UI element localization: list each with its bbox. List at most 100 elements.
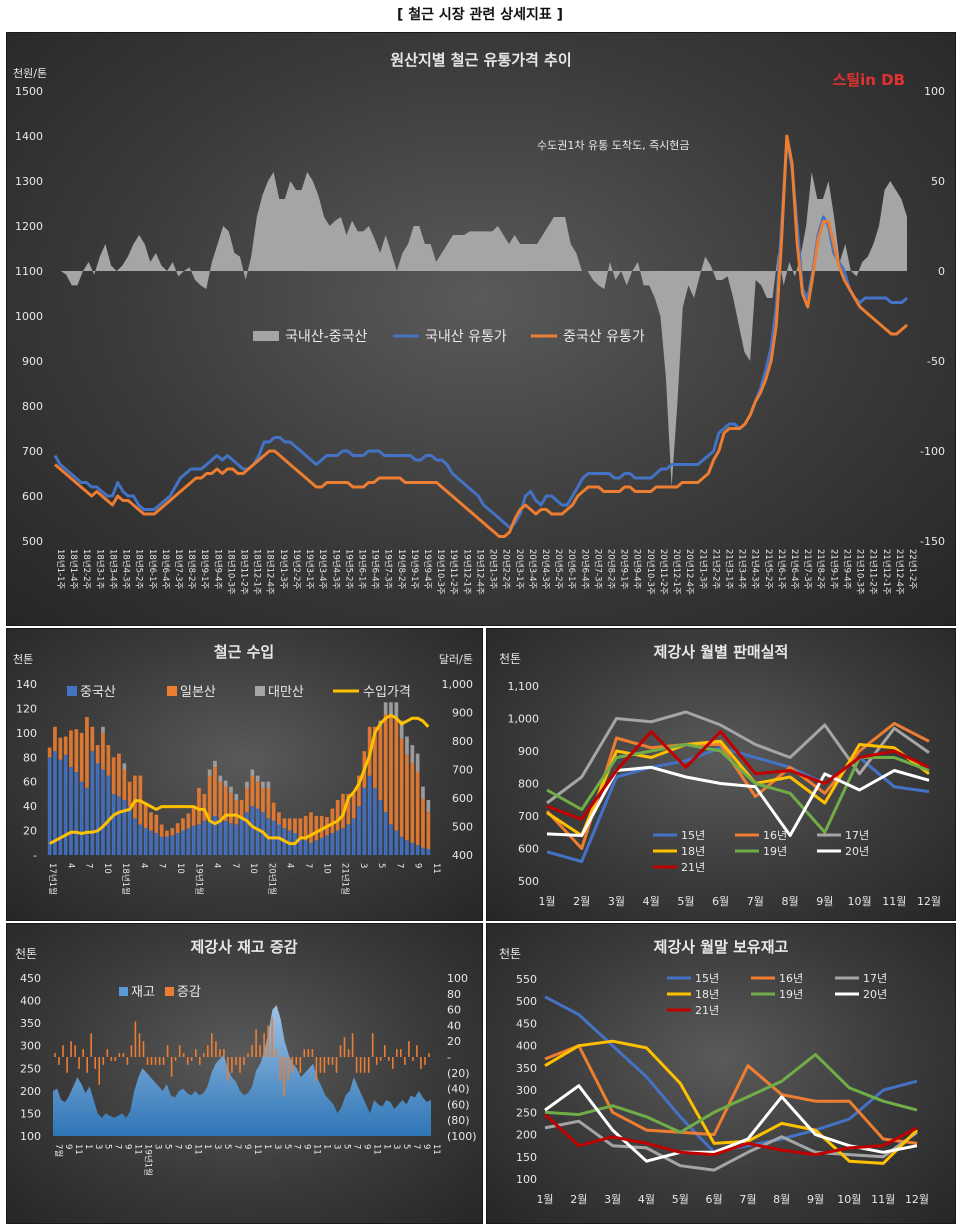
x-tick-label: 21년1월 bbox=[340, 863, 351, 895]
legend-label: 국내산-중국산 bbox=[285, 329, 367, 345]
series-area-diff bbox=[55, 172, 907, 487]
bar-change bbox=[287, 1057, 289, 1081]
bar-japan bbox=[421, 798, 425, 848]
bar-japan bbox=[149, 812, 153, 831]
x-tick-label: 5월 bbox=[672, 1193, 689, 1206]
x-tick-label: 7월 bbox=[53, 1144, 64, 1157]
x-tick-label: 18년3-1주 bbox=[94, 549, 105, 590]
y2-tick-label: - bbox=[447, 1051, 451, 1064]
x-tick-label: 3 bbox=[93, 1144, 103, 1149]
x-tick-label: 19년9-4주 bbox=[422, 549, 433, 590]
x-tick-label: 19년1월 bbox=[143, 1144, 154, 1176]
bar-japan bbox=[202, 793, 207, 821]
bar-japan bbox=[415, 771, 420, 846]
series-line-21년 bbox=[546, 730, 930, 821]
x-tick-label: 5 bbox=[282, 1144, 292, 1149]
bar-japan bbox=[181, 818, 185, 831]
x-tick-label: 2월 bbox=[573, 895, 590, 908]
bar-taiwan bbox=[255, 775, 260, 782]
y2-tick-label: 600 bbox=[452, 792, 473, 805]
bar-change bbox=[327, 1057, 330, 1065]
bar-taiwan bbox=[250, 769, 255, 776]
x-tick-label: 19년10-3주 bbox=[435, 549, 446, 595]
bar-china bbox=[181, 830, 185, 855]
chart-title: 원산지별 철근 유통가격 추이 bbox=[390, 51, 571, 69]
x-tick-label: 20년3-4주 bbox=[527, 549, 538, 590]
bar-china bbox=[143, 828, 148, 855]
bar-china bbox=[101, 769, 105, 855]
bar-china bbox=[325, 835, 329, 855]
bar-change bbox=[74, 1045, 76, 1057]
bar-japan bbox=[53, 726, 57, 752]
y-tick-label: 600 bbox=[22, 490, 43, 503]
bar-china bbox=[85, 787, 89, 855]
x-tick-label: 5 bbox=[401, 1144, 411, 1149]
bar-change bbox=[255, 1029, 257, 1057]
series-line-import-price bbox=[48, 713, 430, 846]
x-tick-label: 2월 bbox=[570, 1193, 587, 1206]
y2-tick-label: -50 bbox=[927, 355, 945, 368]
bar-change bbox=[428, 1053, 430, 1057]
x-tick-label: 19년1-3주 bbox=[278, 549, 289, 590]
bar-change bbox=[424, 1057, 426, 1065]
x-tick-label: 20년7-3주 bbox=[592, 549, 603, 590]
y-tick-label: 1000 bbox=[15, 310, 43, 323]
bar-change bbox=[351, 1033, 354, 1057]
bar-japan bbox=[197, 787, 201, 825]
bar-japan bbox=[85, 717, 89, 788]
x-tick-label: 21년6-4주 bbox=[789, 549, 800, 590]
legend-label: 국내산 유통가 bbox=[425, 329, 507, 345]
x-tick-label: 17년1월 bbox=[47, 863, 58, 895]
y-tick-label: 700 bbox=[518, 810, 539, 823]
x-tick-label: 7 bbox=[292, 1144, 302, 1149]
bar-china bbox=[351, 818, 356, 855]
bar-china bbox=[309, 842, 313, 855]
x-tick-label: 7 bbox=[303, 863, 313, 868]
x-tick-label: 20년5-2주 bbox=[553, 549, 564, 590]
bar-japan bbox=[111, 757, 116, 794]
x-tick-label: 21년2-2주 bbox=[710, 549, 721, 590]
x-tick-label: 21년3-1주 bbox=[724, 549, 735, 590]
bar-change bbox=[62, 1045, 64, 1057]
chart-title: 제강사 월별 판매실적 bbox=[654, 643, 789, 661]
y-axis-label: 천톤 bbox=[13, 652, 33, 666]
bar-china bbox=[122, 800, 127, 855]
x-tick-label: 9 bbox=[63, 1144, 73, 1149]
bar-change bbox=[186, 1057, 189, 1065]
bar-china bbox=[421, 847, 425, 855]
x-tick-label: 21년3-4주 bbox=[737, 549, 748, 590]
legend-label: 재고 bbox=[131, 985, 155, 1000]
bar-change bbox=[271, 1017, 273, 1057]
x-tick-label: 11 bbox=[252, 1144, 262, 1155]
bar-japan bbox=[234, 800, 239, 825]
y-tick-label: 1100 bbox=[15, 265, 43, 278]
bar-change bbox=[174, 1057, 177, 1061]
bar-china bbox=[191, 825, 196, 855]
bar-china bbox=[378, 800, 383, 855]
bar-japan bbox=[159, 824, 164, 837]
bar-japan bbox=[266, 787, 271, 819]
x-tick-label: 9 bbox=[421, 1144, 431, 1149]
bar-japan bbox=[287, 818, 292, 831]
bar-change bbox=[375, 1057, 378, 1065]
x-tick-label: 8월 bbox=[773, 1193, 790, 1206]
bar-change bbox=[190, 1057, 193, 1061]
y-tick-label: 150 bbox=[516, 1151, 537, 1164]
x-tick-label: 20년11-2주 bbox=[658, 549, 669, 595]
y2-tick-label: 100 bbox=[447, 972, 468, 985]
x-tick-label: 18년5-2주 bbox=[134, 549, 145, 590]
bar-taiwan bbox=[426, 800, 431, 813]
bar-japan bbox=[69, 730, 73, 767]
bar-japan bbox=[405, 754, 409, 841]
x-tick-label: 7 bbox=[157, 863, 167, 868]
x-tick-label: 9 bbox=[302, 1144, 312, 1149]
x-tick-label: 20년10-3주 bbox=[645, 549, 656, 595]
month-end-inventory-chart: 제강사 월말 보유재고 천톤 550 500 450 400 350 300 250 200 150… bbox=[486, 923, 956, 1224]
bar-china bbox=[426, 848, 431, 855]
bar-change bbox=[203, 1053, 205, 1057]
bar-japan bbox=[79, 732, 84, 782]
bar-china bbox=[154, 833, 159, 855]
x-tick-label: 6월 bbox=[706, 1193, 723, 1206]
y-tick-label: 450 bbox=[20, 972, 41, 985]
x-tick-label: 11월 bbox=[871, 1193, 895, 1206]
